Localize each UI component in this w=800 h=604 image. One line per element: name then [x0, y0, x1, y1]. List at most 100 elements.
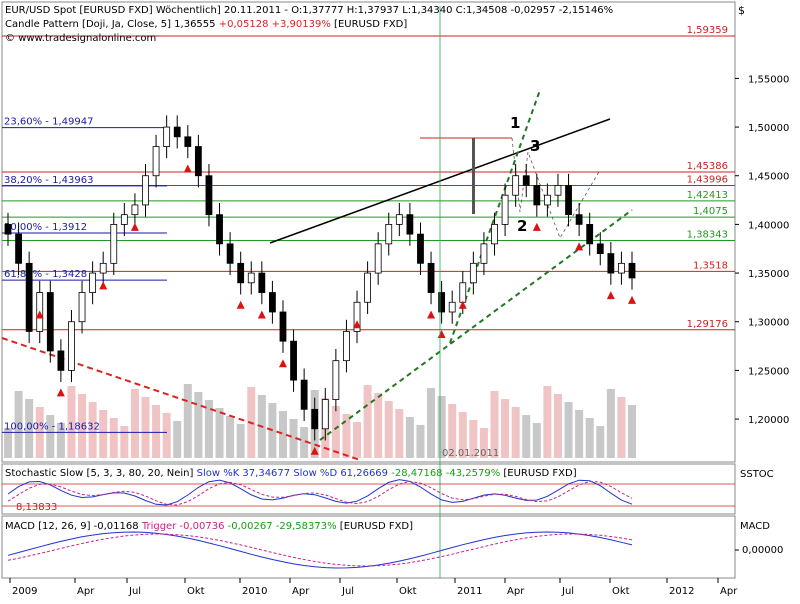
- volume-bar: [363, 385, 372, 458]
- candle-body: [68, 321, 75, 371]
- candle-body: [543, 194, 551, 206]
- volume-bar: [4, 428, 12, 458]
- candle-body: [406, 214, 414, 235]
- candle-body: [321, 399, 329, 430]
- stoch-label: SSTOC: [740, 469, 774, 480]
- volume-bar: [564, 402, 573, 458]
- candle-body: [586, 223, 594, 245]
- volume-bar: [553, 394, 562, 458]
- candle-body: [152, 146, 160, 177]
- x-axis-label: 2012: [669, 586, 694, 597]
- x-axis-label: Jul: [341, 586, 354, 597]
- candle-body: [99, 262, 107, 274]
- doji-marker: [606, 291, 615, 300]
- fibonacci-levels: 23,60% - 1,49947 38,20% - 1,43963 50,00% -…: [2, 117, 167, 433]
- macd-indicator: MACD [12, 26, 9] -0,01168 Trigger -0,007…: [5, 521, 633, 569]
- date-annotation: 02.01.2011: [442, 448, 499, 459]
- candle-body: [343, 331, 350, 362]
- candle-body: [57, 350, 65, 371]
- volume-bar: [405, 417, 414, 458]
- volume-bar: [25, 399, 34, 458]
- candle-body: [173, 126, 181, 138]
- candle-body: [491, 223, 498, 245]
- fib-label: 38,20% - 1,43963: [4, 175, 93, 186]
- stoch-d-line: [7, 480, 633, 506]
- level-label: 1,45386: [687, 161, 728, 172]
- doji-marker: [310, 446, 319, 455]
- macd-tick: 0,00000: [742, 545, 783, 556]
- candle-body: [448, 301, 456, 313]
- volume-bar: [78, 394, 87, 458]
- doji-marker: [575, 242, 584, 251]
- level-label: 1,43996: [687, 175, 728, 186]
- candle-body: [216, 214, 223, 245]
- price-header: EUR/USD Spot [EURUSD FXD] Wöchentlich] 2…: [5, 5, 613, 44]
- candle-body: [364, 272, 371, 303]
- x-axis-label: Jul: [561, 586, 574, 597]
- y-axis: 1,55000 1,50000 1,45000 1,40000 1,35000 1,300…: [735, 74, 789, 426]
- level-label: 1,3518: [693, 260, 728, 271]
- volume-bar: [585, 418, 594, 458]
- volume-bar: [384, 401, 393, 458]
- level-label: 1,59359: [687, 25, 728, 36]
- candle-body: [258, 272, 266, 293]
- candle-body: [565, 185, 572, 216]
- candle-body: [427, 262, 435, 293]
- x-axis-label: Jul: [128, 586, 141, 597]
- candle-body: [25, 262, 33, 332]
- volume-bar: [14, 391, 23, 458]
- candle-body: [395, 214, 403, 225]
- y-tick-label: 1,45000: [748, 172, 789, 183]
- doji-marker: [458, 300, 467, 309]
- candle-body: [15, 233, 22, 264]
- level-label: 1,42413: [687, 190, 728, 201]
- stochastic-indicator: 8,13833 Stochastic Slow [5, 3, 3, 80, 20…: [2, 468, 735, 513]
- volume-bar: [183, 384, 192, 458]
- volume-bar: [130, 389, 139, 458]
- candle-body: [575, 214, 583, 225]
- candle-body: [237, 262, 245, 284]
- fib-label: 61,80% - 1,3428: [4, 269, 87, 280]
- doji-marker: [532, 222, 541, 231]
- level-label: 1,4075: [693, 206, 728, 217]
- candle-body: [311, 408, 319, 430]
- x-axis-label: Apr: [292, 586, 310, 597]
- candle-body: [501, 194, 509, 225]
- volume-bar: [46, 415, 55, 458]
- candle-body: [607, 253, 615, 274]
- doji-marker: [56, 388, 65, 397]
- volume-bar: [278, 411, 287, 458]
- candle-body: [596, 243, 604, 255]
- x-axis-label: 2011: [457, 586, 482, 597]
- volume-bar: [204, 400, 213, 458]
- macd-panel[interactable]: [1, 515, 736, 579]
- wave-label-1: 1: [510, 114, 520, 132]
- volume-bar: [617, 397, 626, 458]
- volume-bar: [120, 426, 129, 458]
- candle-body: [353, 301, 361, 332]
- volume-bar: [99, 410, 108, 458]
- candle-body: [110, 223, 118, 264]
- x-axis-label: 2009: [12, 586, 37, 597]
- y-tick-label: 1,55000: [748, 74, 789, 85]
- doji-marker: [257, 310, 266, 319]
- x-axis: 2009 Apr Jul Okt 2010 Apr Jul Okt 2011 Apr Jul Okt 2…: [9, 578, 738, 597]
- candle-body: [417, 233, 424, 264]
- volume-bar: [236, 424, 245, 458]
- volume-bar: [395, 409, 404, 458]
- volume-bar: [427, 388, 436, 458]
- candle-body: [469, 262, 477, 284]
- volume-bar: [331, 406, 340, 458]
- doji-marker: [278, 359, 287, 368]
- doji-marker: [35, 310, 44, 319]
- support-trendline[interactable]: [319, 209, 633, 441]
- candle-body: [184, 136, 192, 147]
- doji-marker: [236, 300, 245, 309]
- candle-body: [480, 243, 488, 264]
- volume-bar: [532, 423, 541, 458]
- level-label: 1,38343: [687, 230, 728, 241]
- candle-body: [554, 185, 562, 196]
- candlesticks: [4, 115, 636, 441]
- candle-body: [194, 146, 202, 177]
